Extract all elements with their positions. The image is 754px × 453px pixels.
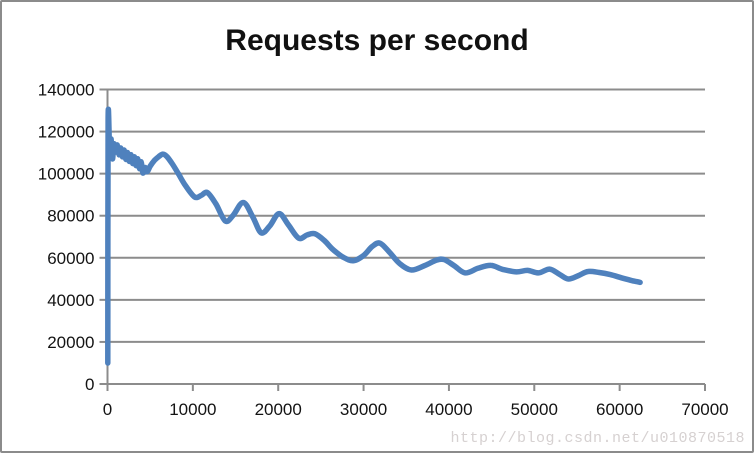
y-tick-label: 120000 <box>38 123 95 142</box>
x-tick-label: 70000 <box>681 400 728 419</box>
x-tick-label: 30000 <box>340 400 387 419</box>
y-tick-label: 60000 <box>47 249 94 268</box>
x-tick-label: 10000 <box>169 400 216 419</box>
watermark-text: http://blog.csdn.net/u010870518 <box>450 430 745 447</box>
y-tick-label: 100000 <box>38 165 95 184</box>
y-tick-label: 0 <box>85 375 94 394</box>
x-tick-label: 50000 <box>511 400 558 419</box>
y-tick-label: 40000 <box>47 291 94 310</box>
series-line <box>105 106 643 366</box>
x-tick-label: 0 <box>103 400 112 419</box>
chart-title: Requests per second <box>225 24 529 57</box>
y-tick-label: 80000 <box>47 207 94 226</box>
y-tick-label: 140000 <box>38 81 95 100</box>
x-tick-label: 20000 <box>255 400 302 419</box>
x-tick-label: 40000 <box>425 400 472 419</box>
y-tick-label: 20000 <box>47 333 94 352</box>
x-tick-label: 60000 <box>596 400 643 419</box>
